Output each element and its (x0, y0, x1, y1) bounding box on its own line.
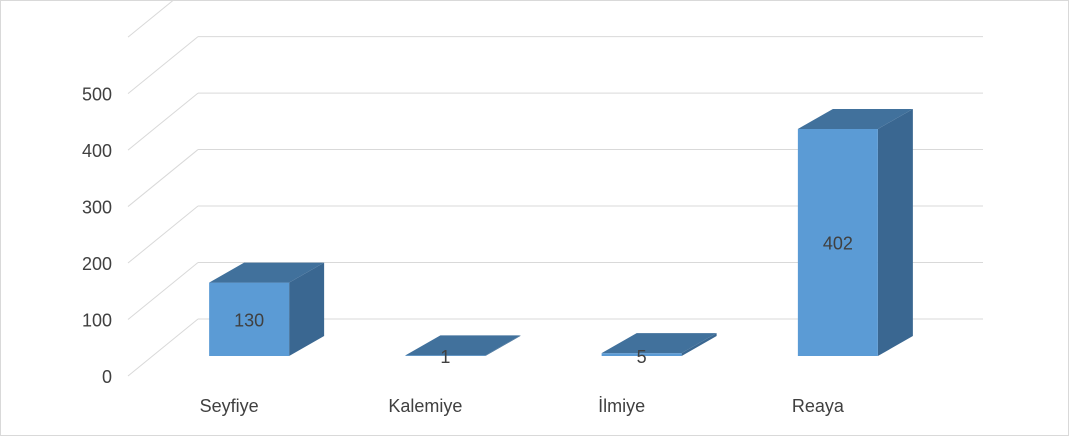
bar-seyfiye (209, 262, 325, 356)
gridline-side (127, 92, 199, 151)
bar-front (405, 355, 486, 356)
gridline-side (127, 205, 199, 264)
bar-kalemiye (405, 335, 521, 356)
bar-top (405, 335, 521, 356)
bar-side (289, 262, 325, 356)
x-tick-label: İlmiye (598, 396, 645, 416)
bar-side (681, 333, 717, 356)
bar-front (797, 128, 878, 356)
y-tick-label: 500 (82, 85, 112, 105)
data-label: 130 (234, 310, 264, 330)
gridline-side (127, 318, 199, 377)
x-tick-label: Kalemiye (388, 396, 462, 416)
gridline-side (127, 36, 199, 94)
y-tick-label: 300 (82, 198, 112, 218)
bar-front (601, 353, 682, 356)
gridline-side (127, 0, 175, 38)
data-labels: 130 1 5 402 (234, 233, 853, 367)
bar-i̇lmiye (601, 333, 717, 356)
y-tick-label: 0 (102, 367, 112, 387)
bar-side (485, 335, 521, 356)
gridline-side (127, 262, 199, 320)
data-label: 402 (823, 233, 853, 253)
bar-side (877, 108, 913, 356)
x-tick-label: Seyfiye (200, 396, 259, 416)
bar-top (209, 262, 325, 283)
bar-top (797, 108, 913, 129)
y-axis-tick-labels: 0 100 200 300 400 500 (82, 85, 112, 387)
gridline-side (127, 149, 199, 207)
data-label: 5 (637, 347, 647, 367)
data-label: 1 (440, 347, 450, 367)
bar-front (209, 282, 290, 356)
bars (209, 108, 913, 356)
y-tick-label: 200 (82, 254, 112, 274)
bar-reaya (797, 108, 913, 356)
y-tick-label: 400 (82, 141, 112, 161)
y-tick-label: 100 (82, 311, 112, 331)
bar-top (601, 333, 717, 354)
x-axis-tick-labels: Seyfiye Kalemiye İlmiye Reaya (200, 396, 845, 416)
x-tick-label: Reaya (792, 396, 845, 416)
